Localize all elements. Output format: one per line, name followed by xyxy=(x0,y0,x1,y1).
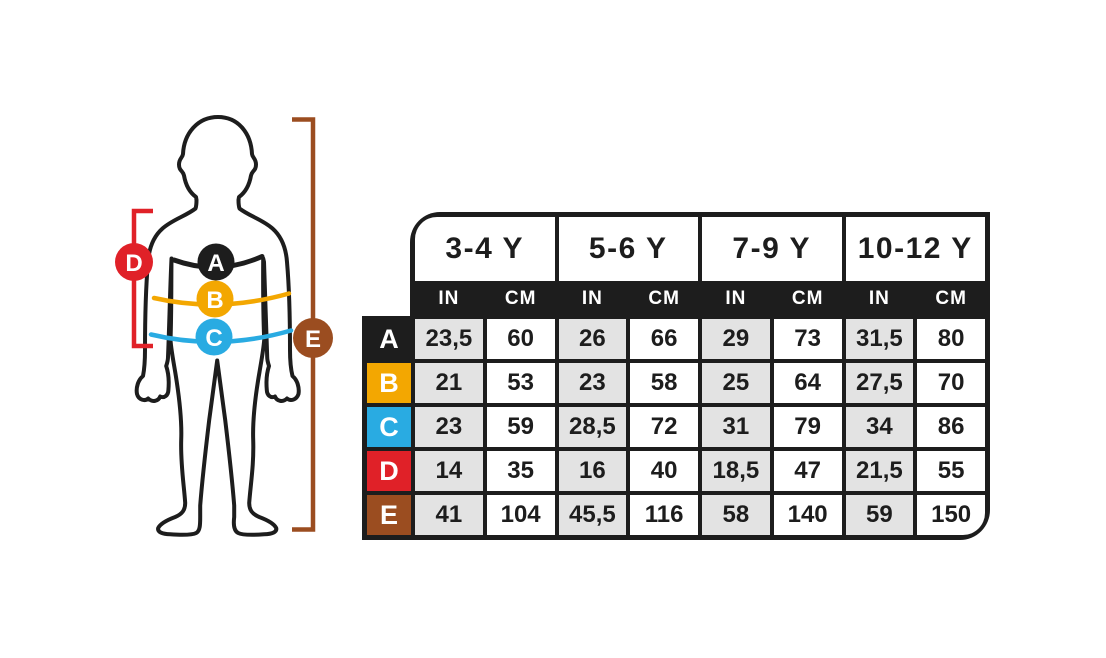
table-cell: 73 xyxy=(773,319,842,359)
size-table-body: A 23,5 60 26 66 29 73 31,5 80 B 21 53 23 58 25 64 27,5 70… xyxy=(362,316,990,540)
marker-e-circle xyxy=(293,318,333,358)
table-cell: 116 xyxy=(630,495,698,535)
marker-e-label: E xyxy=(305,326,321,353)
table-cell: 26 xyxy=(558,319,627,359)
body-measurement-diagram: A B C D E xyxy=(115,115,333,537)
age-group-7-9y: 7-9 Y xyxy=(702,217,842,281)
row-label-d: D xyxy=(367,451,411,491)
table-cell: 23 xyxy=(415,407,483,447)
table-cell: 31 xyxy=(702,407,770,447)
unit-header: CM xyxy=(504,288,537,309)
table-cell: 55 xyxy=(917,451,985,491)
unit-header: CM xyxy=(791,288,824,309)
marker-b-circle xyxy=(196,280,234,318)
table-cell: 27,5 xyxy=(845,363,914,403)
table-cell: 45,5 xyxy=(558,495,627,535)
table-cell: 23,5 xyxy=(415,319,483,359)
table-cell: 104 xyxy=(486,495,555,535)
table-cell: 140 xyxy=(773,495,842,535)
age-group-5-6y: 5-6 Y xyxy=(558,217,698,281)
marker-d-label: D xyxy=(125,250,142,277)
table-cell: 16 xyxy=(558,451,627,491)
marker-a-circle xyxy=(197,243,235,281)
table-cell: 66 xyxy=(630,319,698,359)
table-cell: 40 xyxy=(630,451,698,491)
table-cell: 58 xyxy=(702,495,770,535)
table-cell: 86 xyxy=(917,407,985,447)
table-cell: 59 xyxy=(486,407,555,447)
table-cell: 59 xyxy=(845,495,914,535)
unit-header: CM xyxy=(648,288,680,309)
table-cell: 29 xyxy=(702,319,770,359)
table-cell: 70 xyxy=(917,363,985,403)
table-cell: 23 xyxy=(558,363,627,403)
row-label-a: A xyxy=(367,319,411,359)
table-cell: 18,5 xyxy=(702,451,770,491)
table-cell: 150 xyxy=(917,495,985,535)
row-label-e: E xyxy=(367,495,411,535)
table-cell: 21,5 xyxy=(845,451,914,491)
marker-c-circle xyxy=(195,318,233,356)
marker-b-label: B xyxy=(206,287,223,314)
table-cell: 72 xyxy=(630,407,698,447)
table-cell: 53 xyxy=(486,363,555,403)
age-group-10-12y: 10-12 Y xyxy=(845,217,985,281)
marker-c-label: C xyxy=(205,325,222,352)
unit-header: IN xyxy=(868,288,890,309)
table-cell: 31,5 xyxy=(845,319,914,359)
table-cell: 80 xyxy=(917,319,985,359)
unit-header: IN xyxy=(725,288,747,309)
row-label-c: C xyxy=(367,407,411,447)
table-cell: 34 xyxy=(845,407,914,447)
table-cell: 25 xyxy=(702,363,770,403)
table-cell: 14 xyxy=(415,451,483,491)
unit-header: CM xyxy=(935,288,967,309)
marker-d-circle xyxy=(115,243,153,281)
table-cell: 79 xyxy=(773,407,842,447)
table-cell: 60 xyxy=(486,319,555,359)
marker-a-label: A xyxy=(207,250,224,277)
unit-header: IN xyxy=(581,288,603,309)
table-cell: 64 xyxy=(773,363,842,403)
table-cell: 21 xyxy=(415,363,483,403)
table-cell: 47 xyxy=(773,451,842,491)
age-group-3-4y: 3-4 Y xyxy=(415,217,555,281)
size-table-header: 3-4 Y 5-6 Y 7-9 Y 10-12 Y IN CM IN CM IN… xyxy=(410,212,990,316)
table-cell: 28,5 xyxy=(558,407,627,447)
unit-header: IN xyxy=(438,288,460,309)
table-cell: 58 xyxy=(630,363,698,403)
row-label-b: B xyxy=(367,363,411,403)
table-cell: 41 xyxy=(415,495,483,535)
table-cell: 35 xyxy=(486,451,555,491)
